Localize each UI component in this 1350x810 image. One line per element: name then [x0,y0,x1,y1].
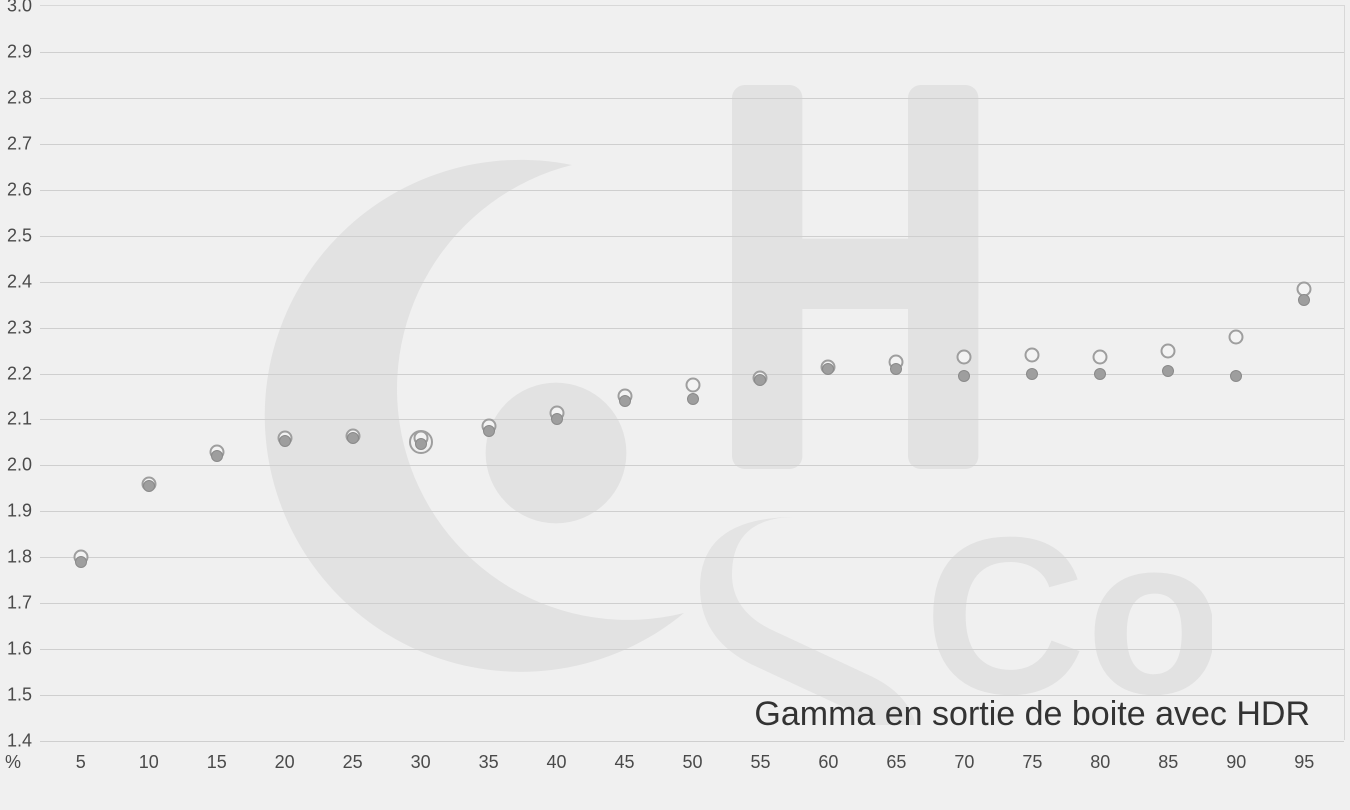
y-gridline [40,511,1344,512]
y-tick-label: 2.6 [7,179,40,200]
x-tick-label: 10 [139,740,159,773]
series-filled-point [483,425,495,437]
y-tick-label: 2.9 [7,41,40,62]
x-tick-label: 65 [886,740,906,773]
x-axis-unit: % [5,740,21,773]
series-filled-point [75,556,87,568]
x-tick-label: 95 [1294,740,1314,773]
series-filled-point [1162,365,1174,377]
chart-title: Gamma en sortie de boite avec HDR [754,695,1310,734]
series-open-point [957,350,972,365]
y-gridline [40,98,1344,99]
y-tick-label: 1.7 [7,593,40,614]
series-open-point [1229,329,1244,344]
series-filled-point [415,438,427,450]
series-filled-point [619,395,631,407]
y-tick-label: 2.7 [7,133,40,154]
x-tick-label: 75 [1022,740,1042,773]
x-tick-label: 90 [1226,740,1246,773]
y-tick-label: 2.4 [7,271,40,292]
series-filled-point [1230,370,1242,382]
x-tick-label: 50 [682,740,702,773]
series-filled-point [211,450,223,462]
series-filled-point [279,435,291,447]
x-tick-label: 15 [207,740,227,773]
y-tick-label: 2.5 [7,225,40,246]
y-gridline [40,236,1344,237]
x-tick-label: 35 [479,740,499,773]
y-gridline [40,374,1344,375]
plot-area: Co1.41.51.61.71.81.92.02.12.22.32.42.52.… [40,5,1345,740]
x-tick-label: 80 [1090,740,1110,773]
series-filled-point [754,374,766,386]
y-gridline [40,144,1344,145]
series-open-point [685,377,700,392]
series-filled-point [551,413,563,425]
series-filled-point [1026,368,1038,380]
series-filled-point [1298,294,1310,306]
y-tick-label: 2.3 [7,317,40,338]
watermark: Co [188,21,1212,741]
x-tick-label: 25 [343,740,363,773]
y-gridline [40,649,1344,650]
y-tick-label: 1.9 [7,501,40,522]
y-tick-label: 2.0 [7,455,40,476]
x-tick-label: 55 [750,740,770,773]
x-tick-label: 30 [411,740,431,773]
y-tick-label: 3.0 [7,0,40,17]
y-gridline [40,603,1344,604]
y-tick-label: 2.1 [7,409,40,430]
y-tick-label: 1.6 [7,639,40,660]
series-open-point [1093,350,1108,365]
y-gridline [40,465,1344,466]
series-open-point [1161,343,1176,358]
series-filled-point [890,363,902,375]
y-tick-label: 1.5 [7,685,40,706]
x-tick-label: 60 [818,740,838,773]
series-filled-point [347,432,359,444]
y-gridline [40,328,1344,329]
x-tick-label: 85 [1158,740,1178,773]
series-filled-point [822,363,834,375]
y-gridline [40,282,1344,283]
x-tick-label: 70 [954,740,974,773]
series-filled-point [143,480,155,492]
y-gridline [40,419,1344,420]
y-tick-label: 2.8 [7,87,40,108]
series-filled-point [687,393,699,405]
gamma-chart: Co1.41.51.61.71.81.92.02.12.22.32.42.52.… [0,0,1350,810]
series-filled-point [1094,368,1106,380]
y-tick-label: 2.2 [7,363,40,384]
y-tick-label: 1.8 [7,547,40,568]
svg-text:Co: Co [924,491,1212,725]
x-tick-label: 40 [547,740,567,773]
x-tick-label: 5 [76,740,86,773]
y-gridline [40,190,1344,191]
series-filled-point [958,370,970,382]
y-gridline [40,52,1344,53]
x-tick-label: 45 [615,740,635,773]
x-tick-label: 20 [275,740,295,773]
y-gridline [40,557,1344,558]
series-open-point [1025,348,1040,363]
